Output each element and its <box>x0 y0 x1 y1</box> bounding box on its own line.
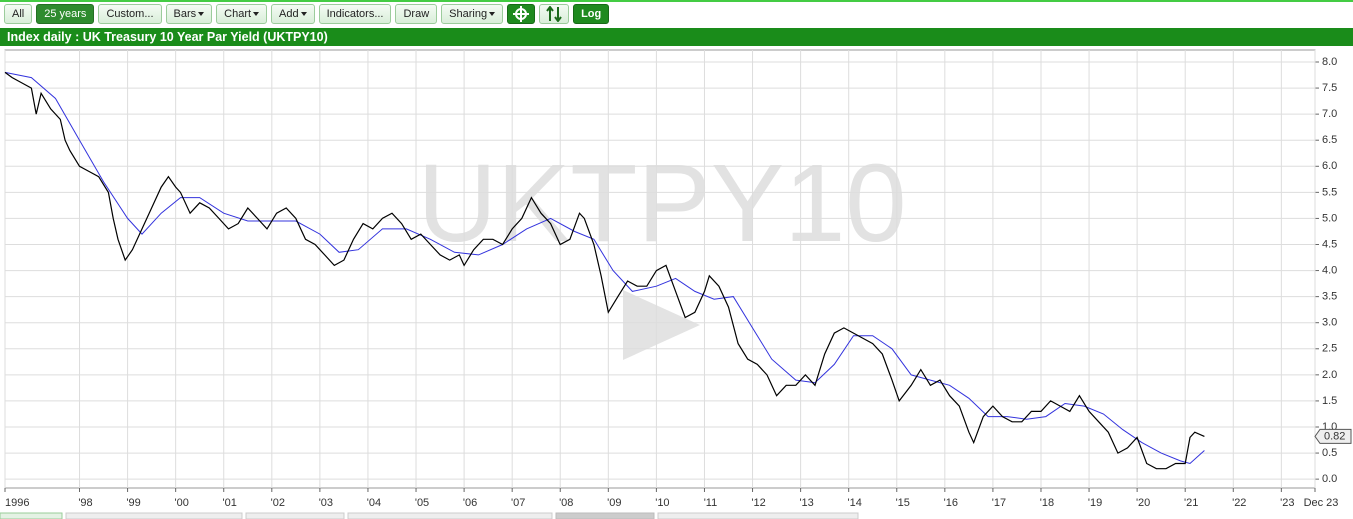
x-tick-label: '99 <box>126 497 140 509</box>
y-tick-label: 1.5 <box>1322 395 1337 407</box>
y-tick-label: 2.5 <box>1322 343 1337 355</box>
y-tick-label: 7.5 <box>1322 82 1337 94</box>
button[interactable]: 25 years <box>36 4 95 24</box>
x-tick-label: '19 <box>1088 497 1102 509</box>
y-tick-label: 4.0 <box>1322 264 1337 276</box>
button[interactable]: Custom... <box>98 4 162 24</box>
x-tick-label: '02 <box>271 497 285 509</box>
label: Chart <box>224 8 252 20</box>
tab <box>65 512 243 519</box>
dropdown[interactable]: Sharing <box>441 4 504 24</box>
x-tick-label: '07 <box>511 497 525 509</box>
y-tick-label: 6.0 <box>1322 160 1337 172</box>
series-line <box>4 71 1205 470</box>
x-tick-label: '22 <box>1232 497 1246 509</box>
y-tick-label: 2.0 <box>1322 369 1337 381</box>
x-tick-label: '00 <box>174 497 188 509</box>
x-tick-label: '21 <box>1184 497 1198 509</box>
y-tick-label: 3.0 <box>1322 317 1337 329</box>
x-tick-label: '06 <box>463 497 477 509</box>
last-value-label: 0.82 <box>1324 430 1345 442</box>
x-tick-label: '11 <box>704 497 718 509</box>
x-tick-label: '16 <box>944 497 958 509</box>
y-tick-label: 0.5 <box>1322 447 1337 459</box>
y-tick-label: 5.5 <box>1322 186 1337 198</box>
y-tick-label: 8.0 <box>1322 56 1337 68</box>
y-tick-label: 0.0 <box>1322 473 1337 485</box>
dropdown[interactable]: Chart <box>216 4 268 24</box>
button[interactable]: All <box>4 4 33 24</box>
x-tick-label: '09 <box>607 497 621 509</box>
x-tick-label: '14 <box>848 497 862 509</box>
chart-header: Index daily : UK Treasury 10 Year Par Yi… <box>0 28 1353 46</box>
button[interactable]: Indicators... <box>318 4 392 24</box>
log-button[interactable]: Log <box>573 4 610 24</box>
button[interactable]: Draw <box>395 4 438 24</box>
dropdown[interactable]: Add <box>271 4 315 24</box>
tab <box>555 512 655 519</box>
crosshair-button[interactable] <box>507 4 536 24</box>
x-tick-label: '15 <box>896 497 910 509</box>
x-tick-label: '23 <box>1280 497 1294 509</box>
x-tick-label: '13 <box>799 497 813 509</box>
y-tick-label: 7.0 <box>1322 108 1337 120</box>
dropdown[interactable]: Bars <box>165 4 213 24</box>
label: Bars <box>173 8 197 20</box>
x-tick-label: '17 <box>992 497 1006 509</box>
y-tick-label: 4.5 <box>1322 238 1337 250</box>
tab <box>245 512 345 519</box>
x-tick-label: '18 <box>1040 497 1054 509</box>
x-tick-label: '12 <box>751 497 765 509</box>
watermark: UKTPY10 <box>417 142 906 265</box>
x-tick-label: '03 <box>319 497 333 509</box>
tab <box>0 512 63 519</box>
x-tick-label: '98 <box>78 497 92 509</box>
x-tick-label: '20 <box>1136 497 1150 509</box>
x-tick-label: Dec 23 <box>1304 497 1339 509</box>
y-tick-label: 3.5 <box>1322 291 1337 303</box>
label: Add <box>279 8 299 20</box>
x-tick-label: '01 <box>223 497 237 509</box>
last-value-marker <box>1314 428 1352 444</box>
x-tick-label: 1996 <box>5 497 29 509</box>
x-tick-label: '08 <box>559 497 573 509</box>
tab <box>347 512 553 519</box>
play-icon <box>623 290 700 360</box>
label: Sharing <box>449 8 488 20</box>
y-tick-label: 6.5 <box>1322 134 1337 146</box>
swap-button[interactable] <box>539 4 570 24</box>
x-tick-label: '10 <box>655 497 669 509</box>
toolbar: All 25 years Custom... Bars Chart Add In… <box>0 0 1353 27</box>
x-tick-label: '04 <box>367 497 381 509</box>
series-line <box>4 71 1205 465</box>
x-tick-label: '05 <box>415 497 429 509</box>
tab <box>657 512 859 519</box>
icon <box>513 6 530 22</box>
icon <box>546 6 562 22</box>
y-tick-label: 5.0 <box>1322 212 1337 224</box>
